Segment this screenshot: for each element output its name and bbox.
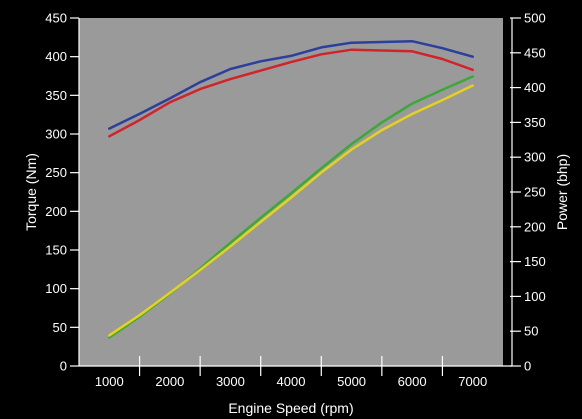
y-right-tick-label: 50: [524, 324, 538, 339]
y-right-tick-label: 0: [524, 359, 531, 374]
y-left-tick-label: 150: [45, 243, 67, 258]
y-right-tick-label: 150: [524, 254, 546, 269]
x-axis-title: Engine Speed (rpm): [228, 400, 353, 416]
series-line-2: [108, 48, 474, 138]
y-axis-left-title: Torque (Nm): [23, 153, 39, 231]
y-right-tick-label: 200: [524, 219, 546, 234]
y-left-tick-label: 250: [45, 165, 67, 180]
y-left-tick-label: 100: [45, 281, 67, 296]
x-tick-label: 3000: [216, 374, 245, 389]
y-left-tick-label: 50: [53, 320, 67, 335]
y-right-tick-label: 250: [524, 185, 546, 200]
y-right-tick-label: 400: [524, 80, 546, 95]
y-axis-right-title: Power (bhp): [554, 154, 570, 230]
series-line-1: [108, 39, 474, 130]
x-tick-label: 6000: [398, 374, 427, 389]
x-tick-label: 1000: [95, 374, 124, 389]
x-tick-label: 4000: [277, 374, 306, 389]
y-left-tick-label: 0: [60, 359, 67, 374]
y-left-tick-label: 300: [45, 127, 67, 142]
x-tick-label: 2000: [155, 374, 184, 389]
y-left-tick-label: 450: [45, 11, 67, 26]
y-right-tick-label: 350: [524, 115, 546, 130]
y-left-tick-label: 200: [45, 204, 67, 219]
y-right-tick-label: 500: [524, 11, 546, 26]
y-right-tick-label: 100: [524, 289, 546, 304]
series-line-4: [108, 84, 474, 337]
x-tick-label: 5000: [337, 374, 366, 389]
series-layer: [108, 39, 474, 339]
y-right-tick-label: 300: [524, 150, 546, 165]
y-left-tick-label: 400: [45, 49, 67, 64]
y-right-tick-label: 450: [524, 45, 546, 60]
axes-layer: 0 50 100 150 200 250 300 350 400 450 0 50 100 150 200 2…: [45, 11, 545, 390]
y-left-tick-label: 350: [45, 88, 67, 103]
x-tick-label: 7000: [458, 374, 487, 389]
